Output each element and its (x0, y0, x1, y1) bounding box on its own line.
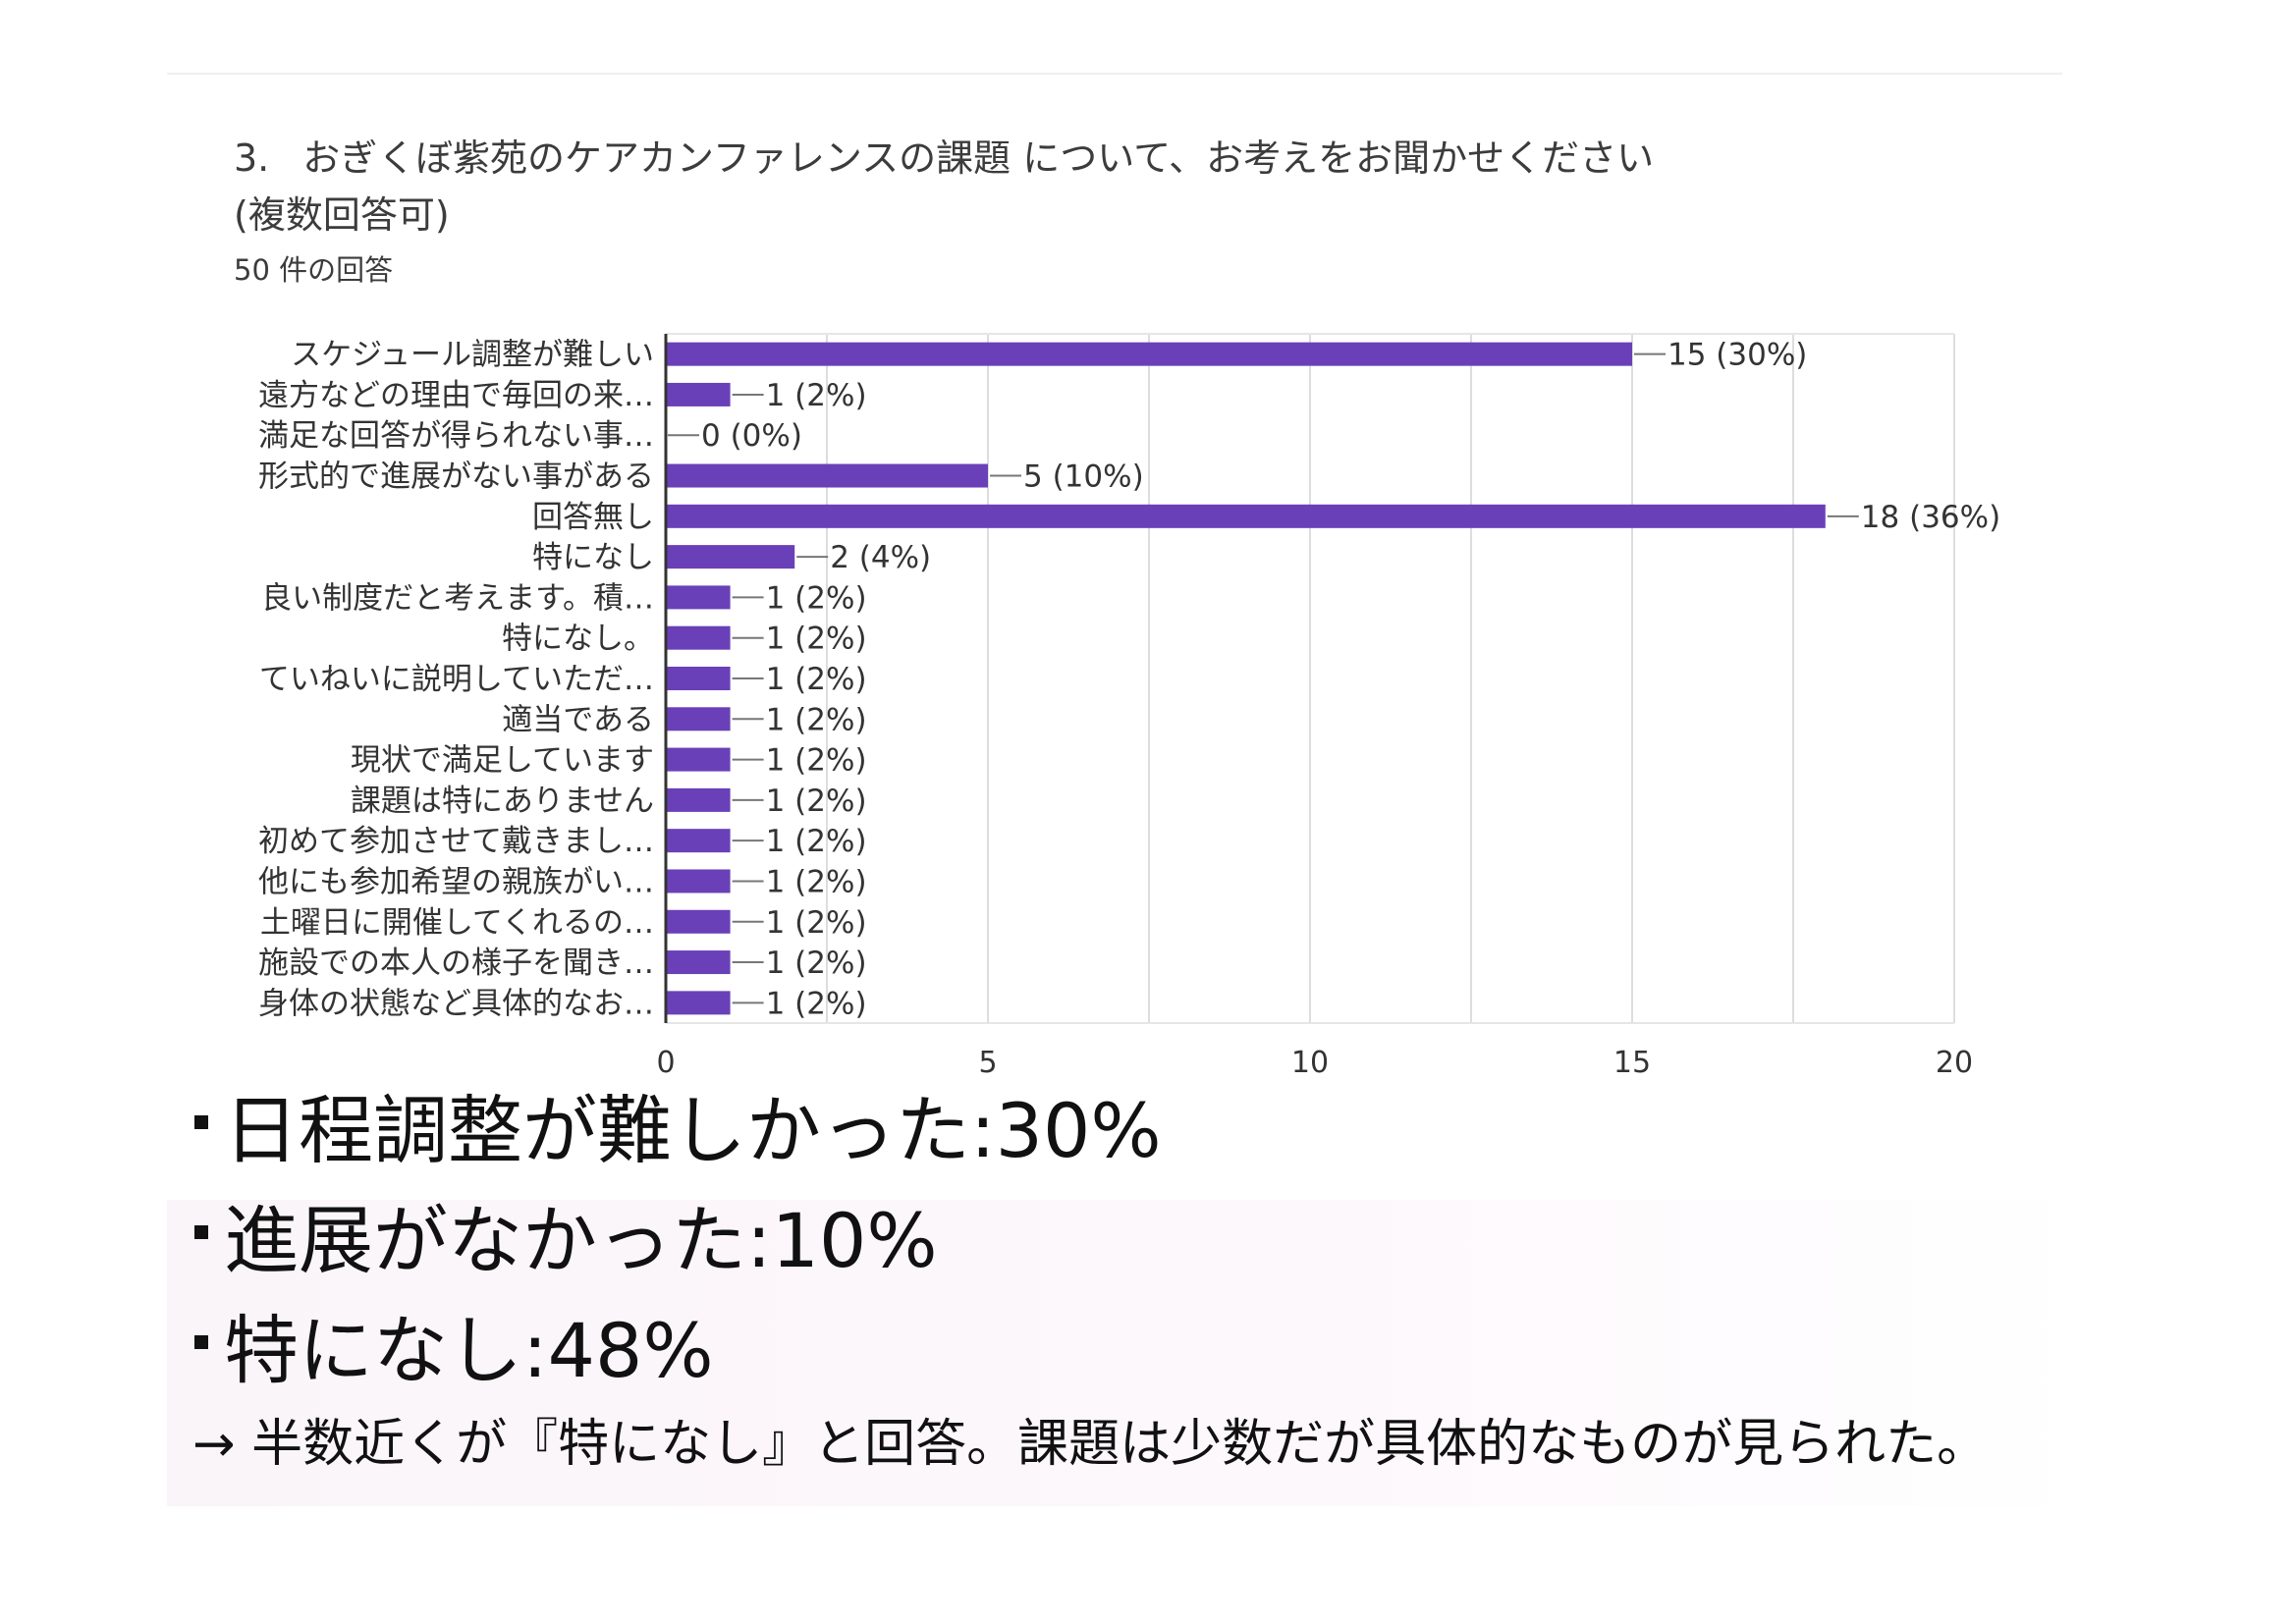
bar (666, 787, 731, 812)
category-label: 初めて参加させて戴きまし… (258, 824, 654, 859)
bar (666, 625, 731, 650)
question-title-text: おぎくぼ紫苑のケアカンファレンスの課題 について、お考えをお聞かせください (302, 136, 1655, 180)
data-label: 2 (4%) (830, 540, 931, 575)
category-label: 身体の状態など具体的なお… (258, 986, 654, 1021)
question-subtitle: (複数回答可) (234, 193, 450, 237)
data-label: 1 (2%) (766, 378, 867, 413)
summary-colon: : (522, 1307, 548, 1394)
question-number: 3. (234, 136, 270, 180)
response-count: 50 件の回答 (234, 253, 394, 287)
category-label: 形式的で進展がない事がある (258, 460, 654, 495)
bar (666, 667, 731, 690)
category-label: 土曜日に開催してくれるの… (260, 905, 654, 941)
data-label: 1 (2%) (766, 580, 867, 616)
bar (666, 382, 731, 406)
category-label: ていねいに説明していただ… (259, 662, 654, 697)
data-label: 15 (30%) (1667, 338, 1807, 373)
category-label: 遠方などの理由で毎回の来… (258, 378, 654, 413)
category-label: スケジュール調整が難しい (291, 338, 654, 373)
data-label: 1 (2%) (766, 824, 867, 859)
summary-text: 日程調整が難しかった (224, 1087, 970, 1174)
bar (666, 707, 731, 731)
summary-value: 48% (547, 1307, 714, 1394)
summary-line-progress: 進展がなかった:10% (194, 1180, 938, 1288)
x-tick-label: 15 (1613, 1046, 1651, 1080)
data-label: 1 (2%) (766, 946, 867, 981)
question-title: 3. おぎくぼ紫苑のケアカンファレンスの課題 について、お考えをお聞かせください (234, 130, 1654, 187)
summary-value: 30% (995, 1087, 1162, 1174)
bar (666, 950, 731, 975)
x-tick-label: 0 (656, 1046, 675, 1080)
x-tick-label: 5 (978, 1046, 997, 1080)
bar (666, 869, 731, 893)
category-label: 現状で満足しています (351, 743, 654, 779)
data-label: 1 (2%) (766, 784, 867, 819)
data-label: 18 (36%) (1861, 500, 2000, 535)
x-tick-label: 10 (1291, 1046, 1329, 1080)
bar (666, 585, 731, 610)
data-label: 1 (2%) (766, 905, 867, 941)
data-label: 1 (2%) (766, 743, 867, 779)
bar (666, 909, 731, 934)
bar (666, 545, 795, 569)
summary-colon: : (970, 1087, 996, 1174)
summary-text: 進展がなかった (224, 1197, 746, 1284)
summary-line-none: 特になし:48% (194, 1290, 714, 1398)
summary-background (167, 1200, 2092, 1506)
bar (666, 342, 1632, 366)
bar (666, 829, 731, 853)
category-label: 施設での本人の様子を聞き… (258, 946, 654, 981)
summary-value: 10% (771, 1197, 938, 1284)
data-label: 0 (0%) (701, 418, 802, 454)
category-label: 課題は特にありません (351, 784, 654, 819)
bullet-icon (194, 1115, 208, 1129)
x-tick-label: 20 (1936, 1046, 1973, 1080)
category-label: 回答無し (532, 500, 654, 535)
bar (666, 991, 731, 1015)
category-label: 満足な回答が得られない事… (258, 418, 654, 454)
category-label: 特になし (532, 540, 654, 575)
category-label: 他にも参加希望の親族がい… (258, 864, 654, 899)
bar (666, 747, 731, 772)
data-label: 1 (2%) (766, 864, 867, 899)
bar (666, 463, 988, 488)
data-label: 1 (2%) (766, 702, 867, 737)
bullet-icon (194, 1335, 208, 1349)
category-label: 特になし。 (502, 622, 654, 657)
data-label: 1 (2%) (766, 986, 867, 1021)
bullet-icon (194, 1225, 208, 1239)
bar (666, 504, 1826, 528)
data-label: 5 (10%) (1023, 460, 1144, 495)
data-label: 1 (2%) (766, 662, 867, 697)
summary-colon: : (746, 1197, 772, 1284)
category-label: 良い制度だと考えます。積… (261, 580, 654, 616)
category-label: 適当である (502, 702, 654, 737)
bar-chart: 0 5 10 15 20 スケジュール調整が難しい 15 (30%) 遠方などの理由で毎回の来… (258, 333, 2000, 1080)
summary-line-schedule: 日程調整が難しかった:30% (194, 1070, 1162, 1178)
summary-text: 特になし (224, 1307, 522, 1394)
top-divider (167, 73, 2062, 75)
data-label: 1 (2%) (766, 622, 867, 657)
conclusion-text: → 半数近くが『特になし』と回答。課題は少数だが具体的なものが見られた。 (192, 1415, 1989, 1474)
